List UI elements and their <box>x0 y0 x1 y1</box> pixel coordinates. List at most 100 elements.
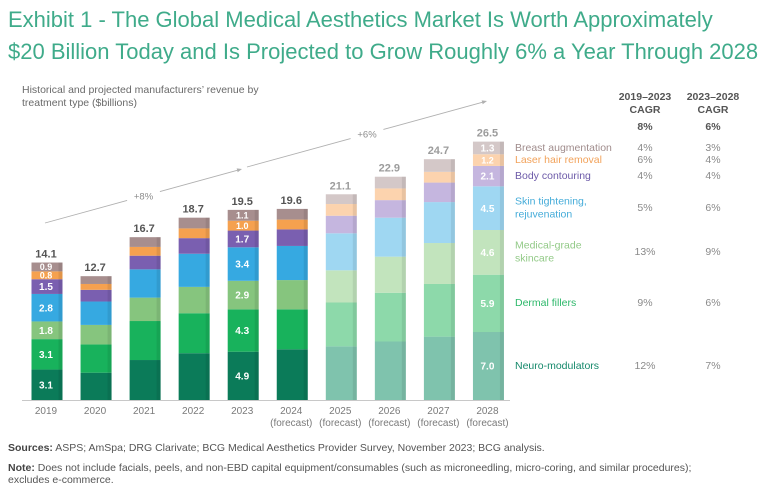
x-tick-label: 2023 <box>231 406 254 417</box>
bar-segment-2019-5 <box>31 271 63 280</box>
bar-segment-2026-1 <box>374 292 406 342</box>
bar-segment-2026-0 <box>374 341 406 400</box>
trend-label: +8% <box>134 192 154 203</box>
bar-segment-2028-3 <box>472 186 504 231</box>
bar-shade <box>254 209 259 400</box>
bar-segment-2026-6 <box>374 176 406 189</box>
bar-2024: 19.6 2024(forecast) <box>270 195 312 429</box>
cagr-value: 13% <box>634 246 656 259</box>
cagr-header-2023-2028: 2023–2028 CAGR <box>673 91 753 117</box>
x-tick-label: 2021 <box>133 406 156 417</box>
bar-segment-2028-4 <box>472 165 504 187</box>
bar-segment-2024-3 <box>276 245 308 281</box>
bar-segment-2025-5 <box>325 204 357 216</box>
bar-segment-2024-0 <box>276 349 308 400</box>
segment-value-label: 1.8 <box>39 326 53 337</box>
bar-segment-2020-4 <box>80 289 112 302</box>
bar-shade <box>401 176 406 400</box>
bar-total-label: 26.5 <box>477 128 498 140</box>
cagr-value: 3% <box>705 141 721 154</box>
legend-label: Neuro-modulators <box>515 359 600 372</box>
bar-2028: 7.0 5.9 4.6 4.5 2.1 1.21.3 26.5 2028(forecast) <box>466 128 508 429</box>
segment-value-label: 2.9 <box>235 291 249 302</box>
segment-value-label: 2.1 <box>480 172 494 183</box>
bar-segment-2024-6 <box>276 208 308 220</box>
bar-segment-2027-0 <box>423 336 455 400</box>
arrowhead-icon <box>236 168 242 173</box>
bar-total-label: 19.6 <box>281 195 302 207</box>
cagr-value: 12% <box>634 360 656 372</box>
segment-value-label: 1.1 <box>236 210 249 220</box>
segment-value-label: 0.8 <box>40 270 53 280</box>
trend-line <box>159 169 239 192</box>
segment-value-label: 3.4 <box>235 260 249 271</box>
trend-arrow-0: +8% <box>44 168 242 224</box>
note-label: Note: <box>8 462 35 474</box>
bar-segment-2028-1 <box>472 274 504 333</box>
trend-arrow-1: +6% <box>246 100 487 168</box>
bar-segment-2020-2 <box>80 324 112 345</box>
bar-total-label: 19.5 <box>231 196 252 208</box>
segment-value-label: 3.1 <box>39 350 53 361</box>
bar-segment-2019-3 <box>31 293 63 322</box>
segment-value-label: 2.8 <box>39 303 53 314</box>
bar-segment-2023-4 <box>227 230 259 248</box>
segment-value-label: 4.9 <box>235 371 249 382</box>
bar-segment-2022-1 <box>178 313 210 354</box>
x-tick-sublabel: (forecast) <box>466 418 508 429</box>
cagr-header-2019-2023: 2019–2023 CAGR <box>605 91 685 117</box>
segment-value-label: 1.0 <box>236 221 249 231</box>
bar-segment-2020-5 <box>80 283 112 290</box>
bar-2027: 24.7 2027(forecast) <box>417 145 459 429</box>
segment-value-label: 5.9 <box>480 299 494 310</box>
bar-segment-2019-4 <box>31 279 63 294</box>
bar-segment-2026-3 <box>374 217 406 257</box>
bar-total-label: 14.1 <box>35 249 56 261</box>
sources-note: Sources: ASPS; AmSpa; DRG Clarivate; BCG… <box>8 442 730 455</box>
footnote: Note: Does not include facials, peels, a… <box>8 462 730 486</box>
exhibit-title: Exhibit 1 - The Global Medical Aesthetic… <box>8 4 758 68</box>
bar-segment-2021-2 <box>129 297 161 322</box>
cagr-period: 2023–2028 <box>686 91 740 103</box>
subtitle-line-1: Historical and projected manufacturers’ … <box>22 84 259 96</box>
cagr-overall-2023-2028: 6% <box>705 121 721 133</box>
bar-2022: 18.7 2022 <box>178 204 210 417</box>
bar-segment-2020-1 <box>80 344 112 373</box>
trend-line <box>383 101 484 130</box>
bar-segment-2022-0 <box>178 353 210 400</box>
bar-segment-2019-1 <box>31 339 63 370</box>
cagr-overall-2019-2023: 8% <box>637 121 653 133</box>
legend-label: Dermal fillers <box>515 297 577 310</box>
bar-segment-2024-4 <box>276 229 308 246</box>
arrowhead-icon <box>481 100 487 105</box>
bar-total-label: 12.7 <box>84 262 105 274</box>
bar-segment-2020-0 <box>80 372 112 400</box>
bar-segment-2021-5 <box>129 246 161 256</box>
bar-segment-2026-2 <box>374 256 406 293</box>
x-tick-sublabel: (forecast) <box>417 418 459 429</box>
bar-segment-2027-3 <box>423 202 455 244</box>
bar-segment-2025-6 <box>325 194 357 205</box>
x-tick-label: 2027 <box>427 406 450 417</box>
bar-segment-2025-1 <box>325 302 357 347</box>
bar-segment-2023-5 <box>227 220 259 231</box>
bar-segment-2023-1 <box>227 309 259 352</box>
cagr-value: 4% <box>705 154 721 167</box>
segment-value-label: 7.0 <box>480 362 494 373</box>
cagr-value: 9% <box>705 246 721 259</box>
bar-shade <box>352 194 357 400</box>
bar-segment-2023-3 <box>227 247 259 281</box>
bar-segment-2022-4 <box>178 238 210 254</box>
legend-label: Breast augmentation <box>515 141 612 154</box>
cagr-value: 4% <box>637 170 653 183</box>
bar-shade <box>205 217 210 400</box>
segment-value-label: 4.6 <box>480 248 494 259</box>
footer: Sources: ASPS; AmSpa; DRG Clarivate; BCG… <box>8 442 730 495</box>
sources-text: ASPS; AmSpa; DRG Clarivate; BCG Medical … <box>55 442 545 454</box>
bar-segment-2024-2 <box>276 280 308 310</box>
bar-segment-2019-6 <box>31 262 63 272</box>
bar-2025: 21.1 2025(forecast) <box>319 180 361 429</box>
note-text: Does not include facials, peels, and non… <box>8 462 692 486</box>
x-tick-label: 2020 <box>84 406 107 417</box>
